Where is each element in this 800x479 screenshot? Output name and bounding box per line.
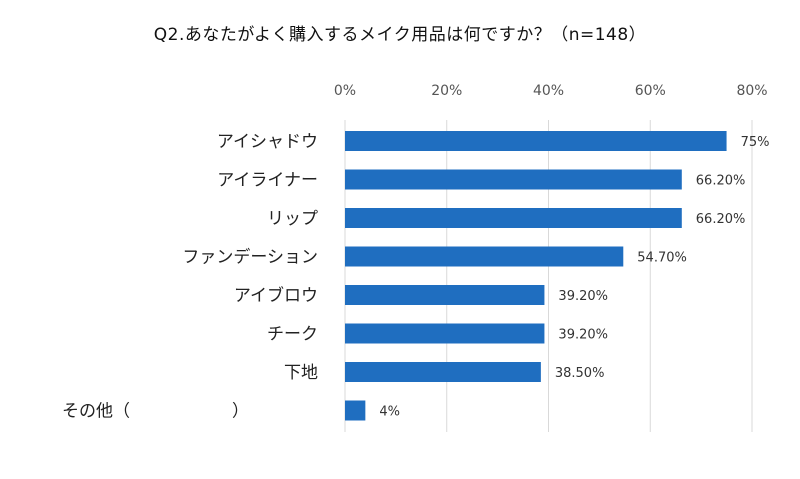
data-label: 75% xyxy=(741,135,770,150)
data-label: 4% xyxy=(379,405,400,420)
category-label: 下地 xyxy=(284,363,318,383)
category-label: チーク xyxy=(267,325,318,345)
x-tick-label: 0% xyxy=(334,83,356,99)
data-label: 38.50% xyxy=(555,366,605,381)
chart-title: Q2.あなたがよく購入するメイク用品は何ですか？（n=148） xyxy=(153,25,647,45)
bar xyxy=(345,246,624,267)
bar xyxy=(345,323,545,344)
category-label: アイブロウ xyxy=(234,285,318,306)
data-label: 66.20% xyxy=(696,212,746,227)
category-label: アイライナー xyxy=(217,171,318,191)
category-label: リップ xyxy=(267,209,318,229)
data-label: 39.20% xyxy=(558,289,608,304)
bar xyxy=(345,169,682,190)
x-tick-label: 80% xyxy=(736,83,767,99)
data-label: 39.20% xyxy=(558,328,608,343)
bar xyxy=(345,208,682,228)
category-label: アイシャドウ xyxy=(217,132,318,152)
bar xyxy=(345,131,727,151)
x-tick-label: 60% xyxy=(635,83,666,99)
x-tick-label: 20% xyxy=(431,83,462,99)
bar xyxy=(345,400,366,421)
category-label: ファンデーション xyxy=(182,247,318,268)
data-label: 66.20% xyxy=(696,174,746,189)
bar xyxy=(345,362,541,382)
bar xyxy=(345,285,545,305)
category-label: その他（ ） xyxy=(62,402,249,422)
x-tick-label: 40% xyxy=(533,83,564,99)
data-label: 54.70% xyxy=(637,251,687,266)
